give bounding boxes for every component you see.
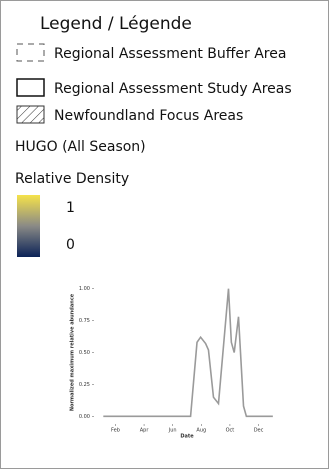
line	[103, 288, 273, 418]
colorbar	[17, 195, 40, 257]
x-tick-label: Jun	[168, 428, 177, 434]
x-tick-label: Apr	[140, 428, 150, 434]
buffer-icon	[16, 43, 45, 62]
y-axis-title: Normalized maximum relative abundance	[70, 293, 76, 411]
legend-item: Regional Assessment Study Areas	[54, 81, 292, 97]
x-tick-label: Dec	[254, 428, 264, 434]
study-icon	[16, 78, 45, 97]
x-tick-label: Feb	[111, 428, 120, 434]
x-tick-label: Oct	[226, 428, 235, 434]
colorbar-max: 1	[66, 200, 75, 216]
x-tick-label: Aug	[196, 428, 206, 434]
y-tick-label: 0.25	[79, 382, 90, 388]
species-label: HUGO (All Season)	[15, 139, 146, 155]
focus-icon	[16, 105, 45, 124]
legend-item: Regional Assessment Buffer Area	[54, 46, 286, 62]
colorbar-min: 0	[66, 237, 75, 253]
y-tick-label: 1.00	[79, 286, 90, 292]
x-axis-title: Date	[180, 434, 194, 440]
y-tick-label: 0.00	[79, 414, 90, 420]
y-tick-label: 0.75	[79, 318, 90, 324]
y-tick-label: 0.50	[79, 350, 90, 356]
legend-item: Newfoundland Focus Areas	[54, 108, 243, 124]
inset-chart: 0.00 0.25 0.50 0.75 1.00 Feb Apr Jun Aug Oct Dec Da…	[70, 286, 273, 440]
density-title: Relative Density	[15, 171, 129, 187]
legend-title: Legend / Légende	[40, 14, 192, 34]
